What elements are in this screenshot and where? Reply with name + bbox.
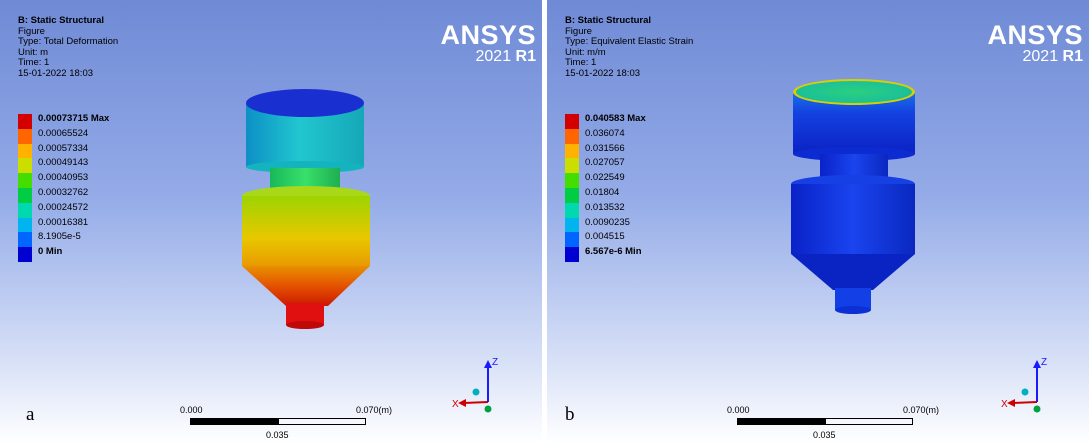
color-legend: 0.040583 Max 0.036074 0.031566 0.027057 …: [565, 113, 725, 264]
result-time: Time: 1: [18, 57, 50, 69]
logo-release: R1: [1062, 48, 1083, 65]
panel-letter: b: [565, 404, 575, 425]
legend-label: 0.013532: [585, 201, 625, 213]
legend-label: 0.004515: [585, 231, 625, 243]
result-info: B: Static Structural Figure Type: Total …: [18, 15, 119, 80]
legend-swatch: [565, 217, 579, 233]
result-date: 15-01-2022 18:03: [565, 67, 641, 79]
scale-end-value: 0.070: [356, 405, 379, 415]
scale-mid: 0.035: [266, 430, 289, 440]
legend-swatch: [565, 173, 579, 188]
x-axis-label: X: [1001, 399, 1008, 410]
scale-unit: (m): [378, 405, 393, 415]
color-legend: 0.00073715 Max 0.00065524 0.00057334 0.0…: [18, 113, 178, 264]
result-date: 15-01-2022 18:03: [18, 67, 94, 79]
legend-label: 0.0090235: [585, 216, 630, 228]
analysis-title: B: Static Structural: [18, 15, 105, 26]
legend-label: 0.00024572: [38, 201, 89, 213]
legend-swatch: [18, 217, 32, 233]
legend-swatch: [18, 143, 32, 159]
logo-year: 2021: [475, 48, 512, 65]
viewport-panel-b[interactable]: B: Static Structural Figure Type: Equiva…: [547, 0, 1089, 443]
legend-swatch: [565, 247, 579, 262]
legend-min-label: 6.567e-6 Min: [585, 246, 642, 258]
ansys-logo: ANSYS 2021 R1: [987, 22, 1083, 65]
x-axis-label: X: [452, 399, 459, 410]
deformation-model[interactable]: [0, 0, 542, 443]
legend-swatch: [565, 128, 579, 144]
result-unit: Unit: m: [18, 46, 49, 58]
legend-label: 0.00049143: [38, 157, 89, 169]
legend-swatch: [565, 188, 579, 203]
result-time: Time: 1: [565, 57, 597, 69]
legend-label: 0.00016381: [38, 216, 89, 228]
legend-swatch: [565, 114, 579, 129]
legend-min-label: 0 Min: [38, 246, 63, 258]
result-type: Type: Equivalent Elastic Strain: [565, 36, 694, 48]
legend-label: 0.036074: [585, 127, 625, 139]
scale-bar: [737, 418, 913, 425]
axis-triad[interactable]: Z X: [997, 352, 1057, 416]
z-axis-label: Z: [1041, 357, 1047, 368]
scale-end-value: 0.070: [903, 405, 926, 415]
strain-model[interactable]: [547, 0, 1089, 443]
legend-swatch: [18, 188, 32, 203]
legend-max-label: 0.00073715 Max: [38, 113, 110, 124]
legend-max-label: 0.040583 Max: [585, 113, 646, 124]
logo-name: ANSYS: [440, 20, 536, 50]
legend-swatch: [18, 158, 32, 174]
legend-label: 0.022549: [585, 172, 625, 184]
result-type: Type: Total Deformation: [18, 36, 119, 48]
result-unit: Unit: m/m: [565, 46, 606, 58]
legend-swatch: [18, 173, 32, 188]
legend-swatch: [18, 114, 32, 129]
scale-mid: 0.035: [813, 430, 836, 440]
legend-label: 0.00065524: [38, 127, 89, 139]
legend-swatch: [565, 232, 579, 248]
viewport-panel-a[interactable]: B: Static Structural Figure Type: Total …: [0, 0, 542, 443]
legend-label: 0.00032762: [38, 187, 89, 198]
scale-end: 0.070(m): [903, 405, 939, 415]
logo-release: R1: [515, 48, 536, 65]
figure-label: Figure: [565, 25, 592, 37]
scale-start: 0.000: [727, 405, 750, 415]
result-info: B: Static Structural Figure Type: Equiva…: [565, 15, 694, 80]
legend-swatch: [18, 202, 32, 218]
legend-swatch: [18, 232, 32, 248]
legend-swatch: [18, 247, 32, 262]
scale-start: 0.000: [180, 405, 203, 415]
ansys-logo: ANSYS 2021 R1: [440, 22, 536, 65]
z-axis-label: Z: [492, 357, 498, 368]
panel-letter: a: [26, 404, 35, 425]
scale-unit: (m): [925, 405, 940, 415]
legend-label: 0.00057334: [38, 142, 89, 154]
figure-label: Figure: [18, 25, 45, 37]
legend-swatch: [565, 143, 579, 159]
legend-label: 0.031566: [585, 142, 625, 154]
scale-end: 0.070(m): [356, 405, 392, 415]
legend-swatch: [18, 128, 32, 144]
legend-swatch: [565, 158, 579, 174]
axis-triad[interactable]: Z X: [448, 352, 508, 416]
logo-year: 2021: [1022, 48, 1059, 65]
legend-label: 0.01804: [585, 187, 620, 198]
logo-name: ANSYS: [987, 20, 1083, 50]
legend-swatch: [565, 202, 579, 218]
legend-label: 0.027057: [585, 157, 625, 169]
analysis-title: B: Static Structural: [565, 15, 652, 26]
scale-bar: [190, 418, 366, 425]
legend-label: 0.00040953: [38, 172, 89, 184]
legend-label: 8.1905e-5: [38, 231, 81, 243]
